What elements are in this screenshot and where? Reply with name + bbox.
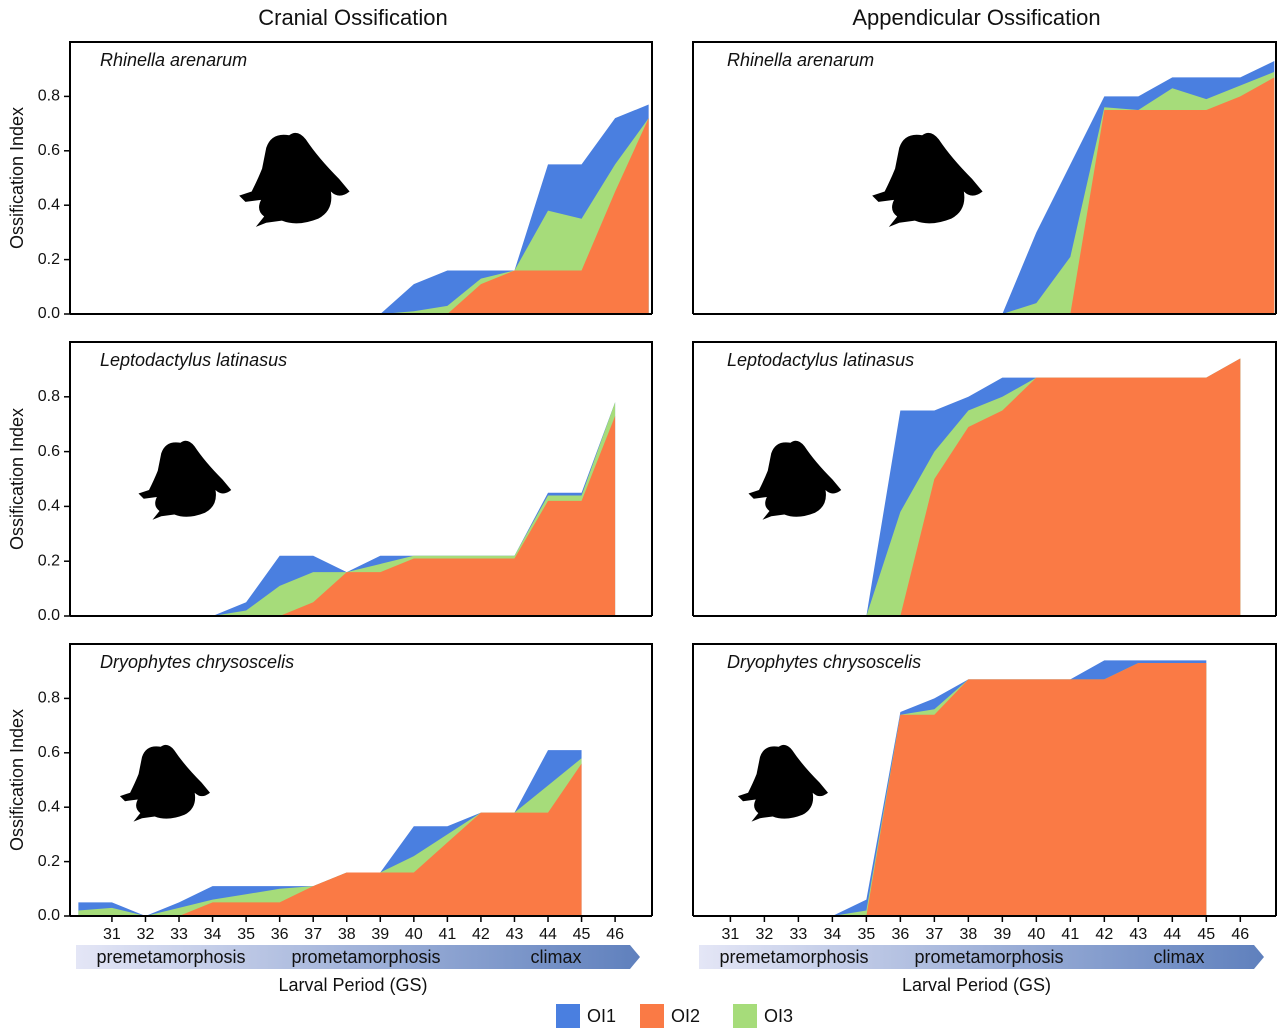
frog-silhouette xyxy=(738,745,828,822)
x-tick-label: 31 xyxy=(103,926,121,943)
x-axis-label: Larval Period (GS) xyxy=(278,975,427,995)
y-tick-label: 0.8 xyxy=(38,88,60,105)
legend-label: OI3 xyxy=(764,1006,793,1026)
stage-label: climax xyxy=(530,947,581,967)
x-tick-label: 35 xyxy=(237,926,255,943)
y-tick-label: 0.8 xyxy=(38,388,60,405)
x-tick-label: 40 xyxy=(405,926,423,943)
species-title: Leptodactylus latinasus xyxy=(727,350,914,370)
x-tick-label: 33 xyxy=(170,926,188,943)
stage-label: climax xyxy=(1153,947,1204,967)
legend-swatch xyxy=(556,1004,580,1028)
species-title: Rhinella arenarum xyxy=(100,50,247,70)
x-tick-label: 45 xyxy=(573,926,591,943)
x-tick-label: 37 xyxy=(925,926,943,943)
page: {"columns":[{"title":"Cranial Ossificati… xyxy=(0,0,1280,1029)
frog-silhouette xyxy=(239,133,349,227)
x-tick-label: 31 xyxy=(721,926,739,943)
x-tick-label: 41 xyxy=(438,926,456,943)
legend-label: OI1 xyxy=(587,1006,616,1026)
y-axis-label: Ossification Index xyxy=(7,107,27,249)
x-tick-label: 46 xyxy=(606,926,624,943)
x-tick-label: 43 xyxy=(1129,926,1147,943)
column-title: Appendicular Ossification xyxy=(852,5,1100,30)
y-axis-label: Ossification Index xyxy=(7,709,27,851)
x-tick-label: 46 xyxy=(1231,926,1249,943)
x-tick-label: 34 xyxy=(204,926,222,943)
stage-label: prometamorphosis xyxy=(914,947,1063,967)
stage-label: premetamorphosis xyxy=(719,947,868,967)
y-tick-label: 0.6 xyxy=(38,142,60,159)
frog-silhouette xyxy=(872,133,982,227)
species-title: Dryophytes chrysoscelis xyxy=(100,652,294,672)
x-axis-label: Larval Period (GS) xyxy=(902,975,1051,995)
y-tick-label: 0.2 xyxy=(38,552,60,569)
stage-label: premetamorphosis xyxy=(96,947,245,967)
y-axis-label: Ossification Index xyxy=(7,408,27,550)
x-tick-label: 34 xyxy=(823,926,841,943)
x-tick-label: 35 xyxy=(857,926,875,943)
x-tick-label: 42 xyxy=(1095,926,1113,943)
column-title: Cranial Ossification xyxy=(258,5,448,30)
x-tick-label: 43 xyxy=(506,926,524,943)
y-tick-label: 0.0 xyxy=(38,305,60,322)
x-tick-label: 33 xyxy=(789,926,807,943)
frog-silhouette xyxy=(120,745,210,822)
legend-swatch xyxy=(733,1004,757,1028)
x-tick-label: 39 xyxy=(993,926,1011,943)
x-tick-label: 38 xyxy=(959,926,977,943)
y-tick-label: 0.0 xyxy=(38,607,60,624)
x-tick-label: 39 xyxy=(371,926,389,943)
frog-silhouette xyxy=(749,441,842,520)
figure: Cranial Ossification premetamorphosis prom… xyxy=(0,0,1280,1029)
species-title: Dryophytes chrysoscelis xyxy=(727,652,921,672)
y-tick-label: 0.2 xyxy=(38,853,60,870)
x-tick-label: 45 xyxy=(1197,926,1215,943)
x-tick-label: 32 xyxy=(755,926,773,943)
x-tick-label: 36 xyxy=(271,926,289,943)
x-tick-label: 36 xyxy=(891,926,909,943)
y-tick-label: 0.4 xyxy=(38,498,60,515)
x-tick-label: 37 xyxy=(304,926,322,943)
y-tick-label: 0.8 xyxy=(38,690,60,707)
legend-label: OI2 xyxy=(671,1006,700,1026)
x-tick-label: 44 xyxy=(539,926,557,943)
y-tick-label: 0.4 xyxy=(38,196,60,213)
y-tick-label: 0.2 xyxy=(38,251,60,268)
species-title: Rhinella arenarum xyxy=(727,50,874,70)
x-tick-label: 40 xyxy=(1027,926,1045,943)
y-tick-label: 0.4 xyxy=(38,798,60,815)
species-title: Leptodactylus latinasus xyxy=(100,350,287,370)
area: OI2 xyxy=(696,77,1274,314)
legend-swatch xyxy=(640,1004,664,1028)
x-tick-label: 41 xyxy=(1061,926,1079,943)
frog-silhouette xyxy=(139,441,232,520)
y-tick-label: 0.0 xyxy=(38,907,60,924)
x-tick-label: 42 xyxy=(472,926,490,943)
x-tick-label: 38 xyxy=(338,926,356,943)
stage-label: prometamorphosis xyxy=(291,947,440,967)
x-tick-label: 32 xyxy=(137,926,155,943)
y-tick-label: 0.6 xyxy=(38,443,60,460)
y-tick-label: 0.6 xyxy=(38,744,60,761)
x-tick-label: 44 xyxy=(1163,926,1181,943)
